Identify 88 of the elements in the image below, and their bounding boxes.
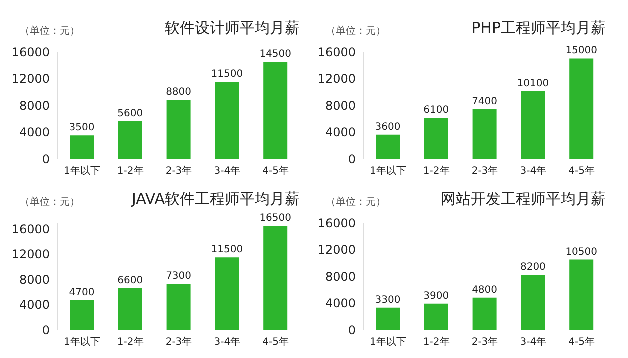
x-tick-label: 3-4年 — [520, 336, 547, 348]
y-tick-label: 8000 — [325, 270, 356, 284]
x-tick-label: 1年以下 — [64, 165, 100, 178]
y-tick-label: 4000 — [325, 126, 356, 140]
bar — [166, 284, 191, 330]
x-tick-label: 4-5年 — [568, 336, 595, 348]
bar — [264, 226, 288, 330]
data-label: 10500 — [566, 246, 598, 258]
bar — [118, 288, 142, 330]
bar — [521, 91, 546, 159]
bar — [166, 100, 191, 159]
x-tick-label: 1-2年 — [117, 336, 144, 348]
y-tick-label: 0 — [348, 323, 356, 338]
y-tick-label: 16000 — [318, 45, 356, 60]
data-label: 11500 — [211, 69, 244, 80]
x-tick-label: 3-4年 — [520, 165, 547, 178]
y-tick-label: 8000 — [19, 272, 50, 287]
data-label: 11500 — [211, 244, 244, 256]
data-label: 7400 — [472, 96, 498, 108]
bar — [424, 304, 448, 330]
bar — [70, 136, 94, 159]
x-tick-label: 1-2年 — [423, 165, 450, 178]
data-label: 8200 — [520, 262, 546, 274]
bar — [376, 308, 400, 330]
data-label: 6100 — [424, 105, 450, 116]
x-tick-label: 1年以下 — [64, 336, 100, 348]
x-tick-label: 3-4年 — [214, 336, 241, 348]
x-tick-label: 2-3年 — [166, 165, 192, 178]
x-tick-label: 4-5年 — [262, 336, 289, 348]
y-tick-label: 8000 — [325, 98, 356, 113]
bar — [521, 275, 546, 330]
bar — [570, 58, 594, 159]
x-tick-label: 4-5年 — [262, 165, 289, 178]
y-tick-label: 4000 — [19, 126, 50, 140]
data-label: 8800 — [166, 87, 192, 98]
x-tick-label: 1-2年 — [423, 336, 450, 348]
x-tick-label: 2-3年 — [166, 336, 192, 348]
data-label: 10100 — [517, 78, 550, 90]
y-tick-label: 4000 — [19, 298, 50, 312]
x-tick-label: 1-2年 — [117, 165, 144, 178]
chart-title: 网站开发工程师平均月薪 — [441, 190, 606, 209]
data-label: 16500 — [260, 213, 292, 224]
bar — [376, 134, 400, 159]
text: （单位：元） — [326, 26, 386, 37]
data-label: 3900 — [424, 290, 450, 302]
y-tick-label: 16000 — [12, 222, 50, 237]
data-label: 4700 — [69, 287, 95, 298]
data-label: 3300 — [375, 294, 401, 306]
bar — [472, 110, 497, 159]
y-tick-label: 12000 — [318, 72, 356, 86]
data-label: 6600 — [118, 275, 144, 286]
x-tick-label: 2-3年 — [472, 165, 498, 178]
y-tick-label: 0 — [42, 323, 50, 338]
data-label: 3600 — [375, 122, 401, 133]
text: （单位：元） — [20, 197, 80, 208]
y-tick-label: 12000 — [12, 248, 50, 262]
y-tick-label: 16000 — [318, 216, 356, 230]
bar — [570, 260, 594, 330]
y-tick-label: 12000 — [318, 243, 356, 258]
bar — [70, 300, 94, 330]
x-tick-label: 3-4年 — [214, 165, 241, 178]
bar — [424, 118, 448, 159]
x-tick-label: 4-5年 — [568, 165, 595, 178]
chart-title: PHP工程师平均月薪 — [472, 19, 606, 38]
bar — [118, 122, 142, 159]
text: （单位：元） — [20, 26, 80, 37]
data-label: 5600 — [118, 108, 144, 120]
data-label: 15000 — [566, 46, 598, 57]
x-tick-label: 1年以下 — [370, 336, 406, 348]
y-tick-label: 0 — [348, 152, 356, 166]
y-tick-label: 12000 — [12, 72, 50, 86]
data-label: 4800 — [472, 284, 498, 296]
y-tick-label: 16000 — [12, 45, 50, 60]
text: （单位：元） — [326, 197, 386, 208]
data-label: 14500 — [260, 49, 292, 60]
x-tick-label: 1年以下 — [370, 165, 406, 178]
chart-title: JAVA软件工程师平均月薪 — [132, 190, 300, 209]
data-label: 3500 — [69, 122, 95, 134]
data-label: 7300 — [166, 271, 192, 282]
bar — [264, 62, 288, 159]
x-tick-label: 2-3年 — [472, 336, 498, 348]
bar — [215, 258, 240, 330]
y-tick-label: 4000 — [325, 296, 356, 311]
chart-title: 软件设计师平均月薪 — [165, 19, 300, 38]
bar — [215, 82, 240, 159]
bar — [472, 298, 497, 330]
y-tick-label: 8000 — [19, 98, 50, 113]
y-tick-label: 0 — [42, 152, 50, 166]
